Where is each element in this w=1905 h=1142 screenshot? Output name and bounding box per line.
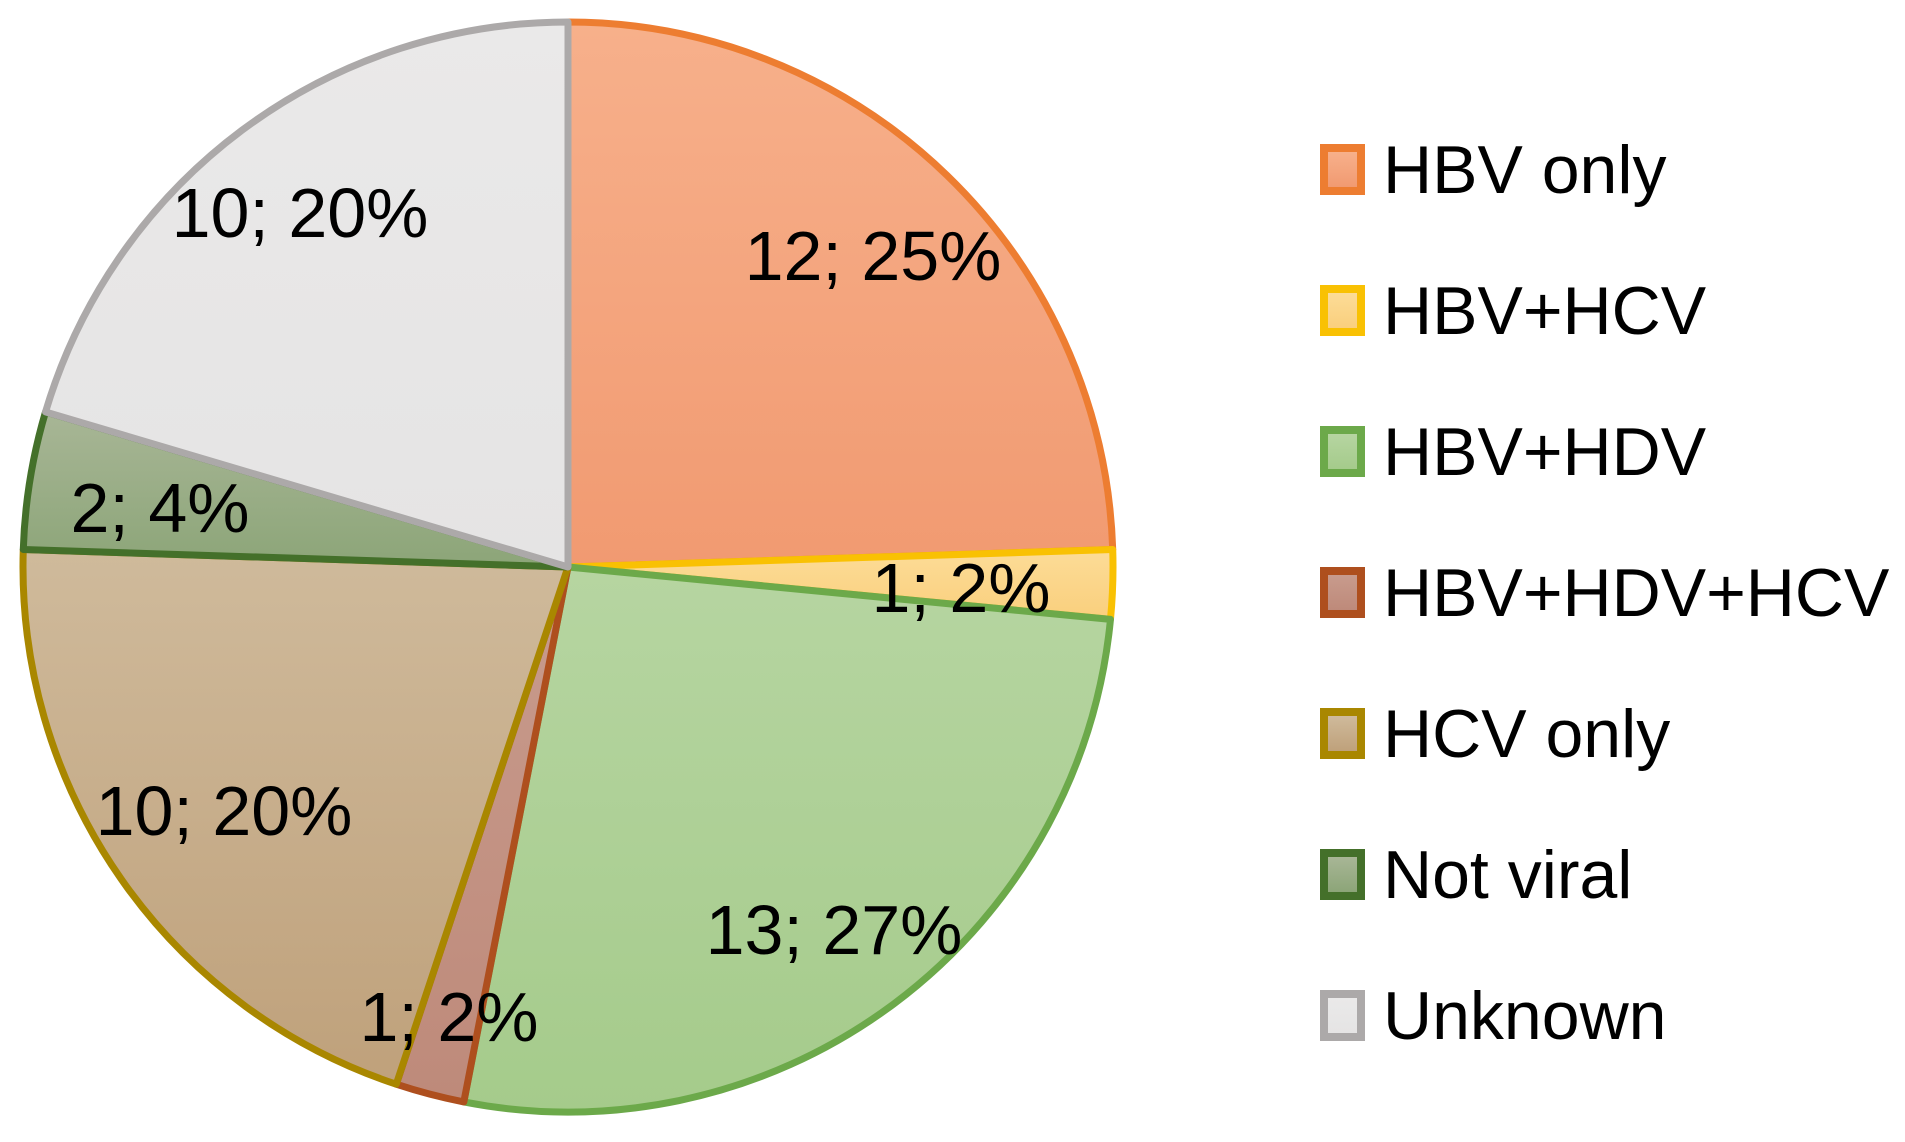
legend-swatch-hbv-hcv [1320, 285, 1365, 336]
legend-label-not-viral: Not viral [1383, 836, 1633, 913]
legend-item-not-viral: Not viral [1320, 829, 1889, 920]
legend-swatch-hbv-only [1320, 144, 1365, 195]
legend-swatch-hcv-only [1320, 708, 1365, 759]
legend-item-hcv-only: HCV only [1320, 688, 1889, 779]
legend-swatch-hbv-hdv-hcv [1320, 567, 1365, 618]
legend-label-hbv-hdv-hcv: HBV+HDV+HCV [1383, 554, 1890, 631]
legend-label-hbv-hcv: HBV+HCV [1383, 272, 1707, 349]
legend-item-unknown: Unknown [1320, 970, 1889, 1061]
legend-item-hbv-only: HBV only [1320, 124, 1889, 215]
legend: HBV only HBV+HCV HBV+HDV HBV+HDV+HCV HCV onl… [1320, 124, 1889, 1061]
slice-label-hcv-only: 10; 20% [96, 772, 353, 850]
legend-label-hcv-only: HCV only [1383, 695, 1671, 772]
legend-swatch-unknown [1320, 990, 1365, 1041]
legend-item-hbv-hdv-hcv: HBV+HDV+HCV [1320, 547, 1889, 638]
pie-labels: 12; 25% 1; 2% 13; 27% 1; 2% 10; 20% 2; 4% 10; … [71, 174, 1051, 1056]
slice-label-unknown: 10; 20% [172, 174, 429, 252]
pie-slice-unknown [42, 18, 572, 571]
legend-item-hbv-hdv: HBV+HDV [1320, 406, 1889, 497]
slice-label-hbv-hdv-hcv: 1; 2% [360, 978, 539, 1056]
pie-slice-hbv-only [564, 18, 1117, 571]
legend-swatch-not-viral [1320, 849, 1365, 900]
legend-label-hbv-only: HBV only [1383, 131, 1667, 208]
slice-label-hbv-hdv: 13; 27% [706, 891, 963, 969]
slice-label-not-viral: 2; 4% [71, 469, 250, 547]
legend-label-unknown: Unknown [1383, 977, 1667, 1054]
pie-slice-hbv-hdv [460, 563, 1114, 1116]
legend-swatch-hbv-hdv [1320, 426, 1365, 477]
legend-item-hbv-hcv: HBV+HCV [1320, 265, 1889, 356]
slice-label-hbv-hcv: 1; 2% [872, 549, 1051, 627]
slice-label-hbv-only: 12; 25% [745, 217, 1002, 295]
pie-slice-hcv-only [19, 546, 572, 1088]
pie-slices [19, 18, 1117, 1116]
legend-label-hbv-hdv: HBV+HDV [1383, 413, 1707, 490]
